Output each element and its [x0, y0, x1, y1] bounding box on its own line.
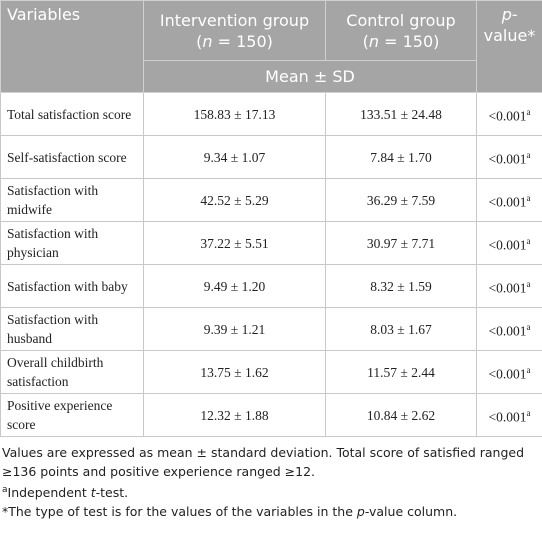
table-row: Satisfaction with physician 37.22 ± 5.51 3…	[0, 221, 542, 265]
footnote: *The type of test is for the values of t…	[2, 502, 540, 521]
text-segment: -value column.	[364, 504, 458, 520]
text-segment: (	[362, 31, 369, 51]
variable-cell: Satisfaction with midwife	[0, 178, 144, 222]
text-segment: (	[196, 31, 203, 51]
value-cell: 133.51 ± 24.48	[325, 92, 477, 136]
footnote-mark: a	[526, 192, 531, 203]
header-text: Intervention group	[159, 10, 310, 30]
p-value-cell: <0.001a	[476, 350, 542, 394]
p-value: <0.001	[488, 323, 527, 339]
footnote-mark: a	[526, 321, 531, 332]
text-segment: = 150)	[212, 31, 273, 51]
header-text: Mean ± SD	[265, 67, 355, 86]
footnote-mark: a	[526, 278, 531, 289]
value-cell: 7.84 ± 1.70	[325, 135, 477, 179]
text-segment: -	[511, 5, 518, 24]
table: Variables Intervention group (n = 150) Co…	[0, 0, 542, 437]
text-segment: = 150)	[379, 31, 440, 51]
p-value: <0.001	[488, 237, 527, 253]
p-value: <0.001	[488, 194, 527, 210]
text-segment: t	[90, 485, 96, 501]
value-cell: 158.83 ± 17.13	[143, 92, 326, 136]
text-segment: p	[501, 5, 512, 24]
header-cell: Mean ± SD	[143, 60, 477, 93]
variable-cell: Positive experience score	[0, 393, 144, 437]
text-segment: *The type of test is for the values of t…	[2, 504, 357, 520]
text-segment: n	[368, 31, 380, 51]
table-row: Satisfaction with baby 9.49 ± 1.20 8.32 ± …	[0, 264, 542, 308]
value-cell: 30.97 ± 7.71	[325, 221, 477, 265]
footnote: Values are expressed as mean ± standard …	[2, 443, 540, 481]
footnote: aIndependent t-test.	[2, 481, 540, 502]
value-cell: 37.22 ± 5.51	[143, 221, 326, 265]
text-segment: p	[356, 504, 365, 520]
header-text: Control group	[346, 10, 456, 30]
value-cell: 8.03 ± 1.67	[325, 307, 477, 351]
header-cell: Intervention group (n = 150)	[143, 0, 326, 61]
variable-cell: Total satisfaction score	[0, 92, 144, 136]
table-row: Satisfaction with midwife 42.52 ± 5.29 36.…	[0, 178, 542, 222]
value-cell: 10.84 ± 2.62	[325, 393, 477, 437]
text-segment: n	[202, 31, 213, 51]
variable-cell: Self-satisfaction score	[0, 135, 144, 179]
table-row: Self-satisfaction score 9.34 ± 1.07 7.84 ±…	[0, 135, 542, 179]
variable-cell: Satisfaction with husband	[0, 307, 144, 351]
p-value-cell: <0.001a	[476, 264, 542, 308]
value-cell: 11.57 ± 2.44	[325, 350, 477, 394]
value-cell: 12.32 ± 1.88	[143, 393, 326, 437]
text-segment: value*	[483, 26, 536, 45]
value-cell: 9.34 ± 1.07	[143, 135, 326, 179]
p-value-cell: <0.001a	[476, 92, 542, 136]
footnote-mark: a	[526, 149, 531, 160]
header-text: (n = 150)	[150, 31, 319, 52]
variable-cell: Overall childbirth satisfaction	[0, 350, 144, 394]
text-segment: -test.	[95, 485, 129, 501]
header-cell: Variables	[0, 0, 144, 93]
p-value-cell: <0.001a	[476, 178, 542, 222]
p-value-cell: <0.001a	[476, 135, 542, 179]
value-cell: 8.32 ± 1.59	[325, 264, 477, 308]
p-value: <0.001	[488, 366, 527, 382]
table-row: Satisfaction with husband 9.39 ± 1.21 8.03…	[0, 307, 542, 351]
header-text: (n = 150)	[332, 31, 470, 52]
variable-cell: Satisfaction with physician	[0, 221, 144, 265]
footnote-mark: a	[526, 235, 531, 246]
footnotes: Values are expressed as mean ± standard …	[0, 437, 542, 521]
text-segment: Values are expressed as mean ± standard …	[2, 445, 525, 479]
p-value-cell: <0.001a	[476, 393, 542, 437]
p-value-cell: <0.001a	[476, 307, 542, 351]
footnote-mark: a	[526, 407, 531, 418]
header-cell: Control group (n = 150)	[325, 0, 477, 61]
p-value: <0.001	[488, 151, 527, 167]
header-cell: p- value*	[476, 0, 542, 93]
table-row: Total satisfaction score 158.83 ± 17.13 13…	[0, 92, 542, 136]
text-segment: a	[2, 485, 8, 495]
value-cell: 42.52 ± 5.29	[143, 178, 326, 222]
header-text: Variables	[7, 5, 81, 24]
table-row: Positive experience score 12.32 ± 1.88 10.…	[0, 393, 542, 437]
value-cell: 9.39 ± 1.21	[143, 307, 326, 351]
p-value: <0.001	[488, 409, 527, 425]
p-value: <0.001	[488, 108, 527, 124]
value-cell: 36.29 ± 7.59	[325, 178, 477, 222]
p-value: <0.001	[488, 280, 527, 296]
text-segment: Independent	[7, 485, 91, 501]
footnote-mark: a	[526, 364, 531, 375]
value-cell: 9.49 ± 1.20	[143, 264, 326, 308]
table-row: Overall childbirth satisfaction 13.75 ± 1…	[0, 350, 542, 394]
p-value-cell: <0.001a	[476, 221, 542, 265]
value-cell: 13.75 ± 1.62	[143, 350, 326, 394]
footnote-mark: a	[526, 106, 531, 117]
variable-cell: Satisfaction with baby	[0, 264, 144, 308]
